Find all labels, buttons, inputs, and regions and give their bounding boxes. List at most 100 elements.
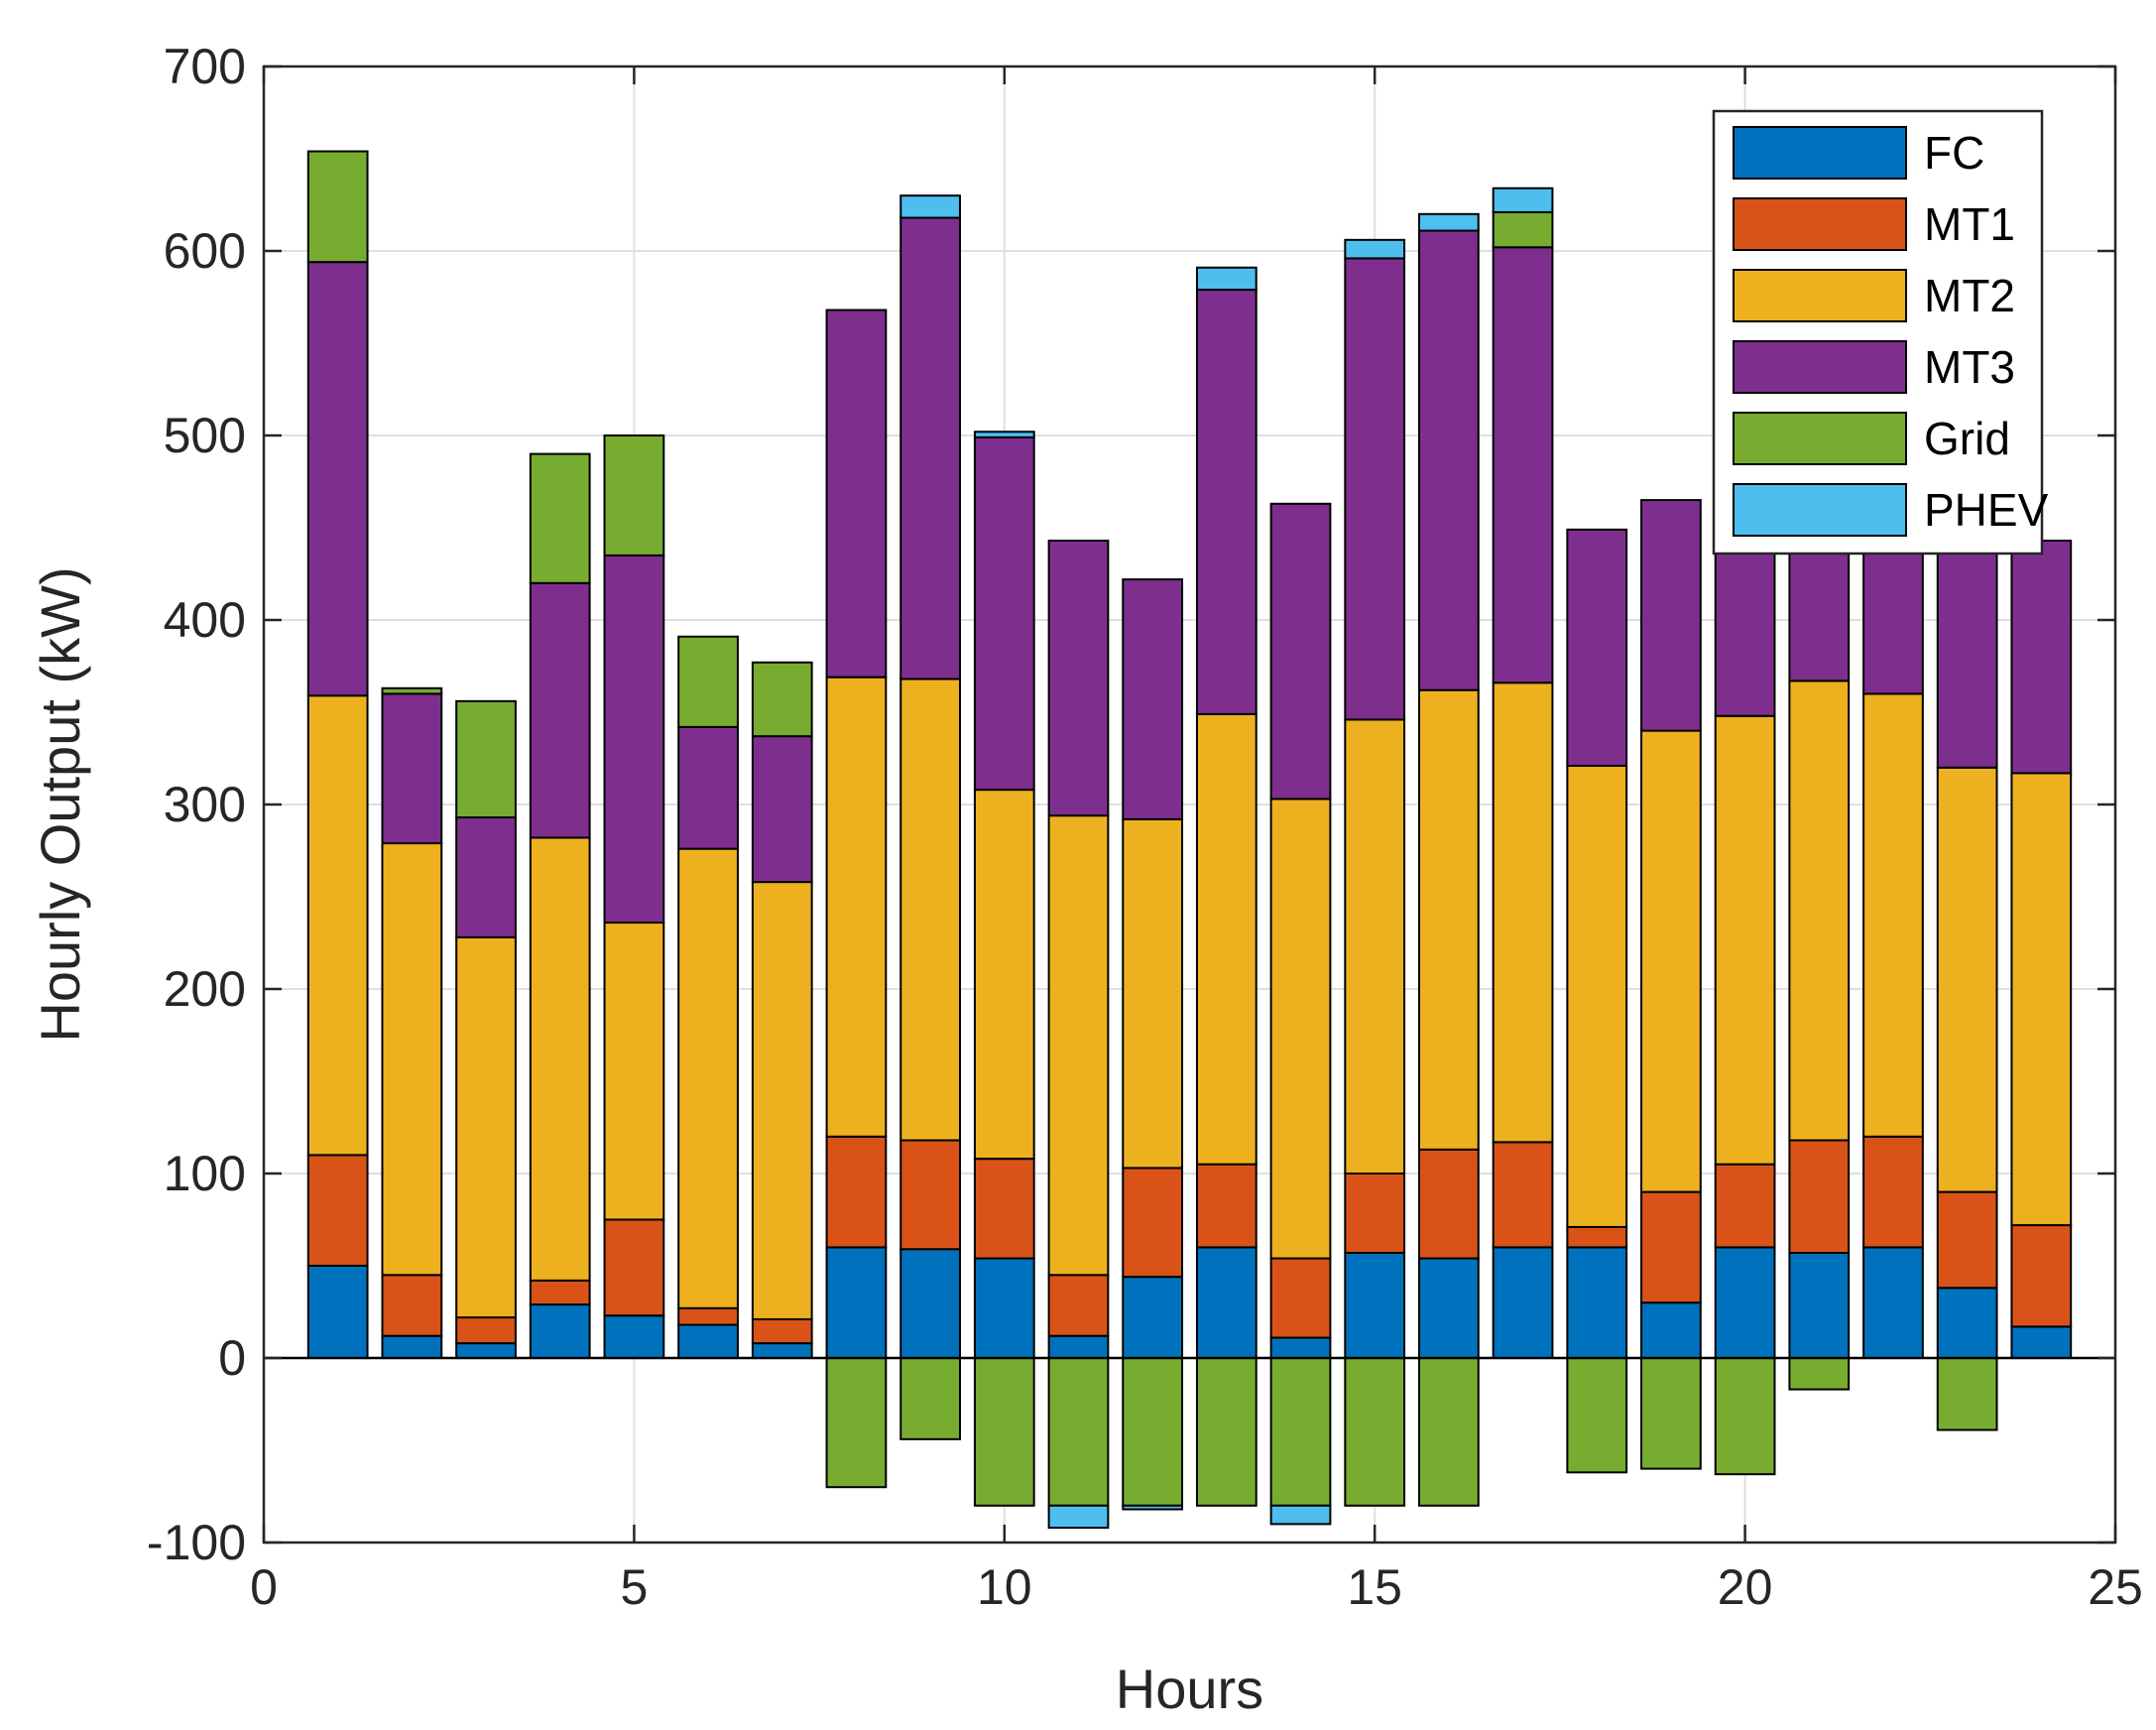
bar-segment-grid <box>455 699 517 819</box>
bar-segment-mt1 <box>973 1158 1035 1260</box>
bar-segment-fc <box>455 1342 517 1359</box>
bars <box>306 150 2073 1530</box>
bar-segment-phev <box>1047 1504 1110 1530</box>
bar-segment-grid <box>973 1357 1035 1507</box>
bar-segment-grid <box>1122 1357 1184 1507</box>
bar-segment-mt3 <box>1492 246 1554 684</box>
bar-segment-mt1 <box>1862 1135 1924 1249</box>
bar-segment-fc <box>1418 1257 1480 1360</box>
bar-segment-fc <box>381 1334 443 1360</box>
bar-segment-mt2 <box>677 847 739 1309</box>
bar-segment-fc <box>1344 1251 1406 1359</box>
bar-segment-mt3 <box>381 692 443 845</box>
bar-segment-mt2 <box>1788 680 1851 1142</box>
bar-segment-mt3 <box>1566 528 1628 767</box>
bar-segment-mt3 <box>1269 502 1332 801</box>
bar-segment-grid <box>1714 1357 1776 1476</box>
bar-segment-mt3 <box>1195 289 1258 715</box>
x-tick-label: 20 <box>1718 1559 1773 1615</box>
bar-segment-grid <box>677 635 739 728</box>
bar-segment-fc <box>1640 1301 1702 1359</box>
bar-segment-mt2 <box>1640 729 1702 1193</box>
bar-segment-fc <box>1788 1251 1851 1359</box>
bar-segment-mt3 <box>1122 578 1184 820</box>
bar-segment-fc <box>1047 1334 1110 1360</box>
bar-segment-mt2 <box>603 922 665 1221</box>
bar-segment-phev <box>1492 186 1554 213</box>
bar-segment-mt1 <box>1714 1163 1776 1249</box>
bar-segment-mt1 <box>1122 1167 1184 1279</box>
bar-segment-grid <box>751 661 813 738</box>
bar-segment-mt1 <box>1788 1139 1851 1254</box>
bar-segment-grid <box>529 452 591 584</box>
bar-segment-fc <box>1269 1336 1332 1360</box>
bar-segment-fc <box>1862 1246 1924 1360</box>
bar-segment-grid <box>825 1357 888 1489</box>
bar-segment-mt1 <box>529 1279 591 1306</box>
bar-segment-grid <box>1195 1357 1258 1507</box>
bar-segment-mt1 <box>1640 1190 1702 1304</box>
x-tick-label: 5 <box>620 1559 648 1615</box>
bar-segment-mt3 <box>603 554 665 925</box>
bar-segment-grid <box>1269 1357 1332 1507</box>
bar-segment-fc <box>2010 1325 2073 1360</box>
legend-label-mt3: MT3 <box>1924 341 2015 393</box>
bar-segment-phev <box>1269 1504 1332 1526</box>
bar-segment-mt3 <box>529 581 591 839</box>
bar-segment-mt1 <box>1492 1141 1554 1249</box>
bar-segment-mt2 <box>973 789 1035 1161</box>
bar-segment-mt1 <box>899 1139 961 1251</box>
y-tick-label: 0 <box>218 1330 246 1386</box>
bar-segment-grid <box>1566 1357 1628 1474</box>
bar-segment-fc <box>306 1265 369 1359</box>
bar-segment-fc <box>603 1314 665 1359</box>
legend-swatch-mt1 <box>1733 197 1907 251</box>
bar-segment-mt2 <box>2010 772 2073 1227</box>
legend-swatch-phev <box>1733 483 1907 537</box>
bar-segment-mt1 <box>1418 1148 1480 1260</box>
bar-segment-mt1 <box>455 1316 517 1345</box>
bar-segment-mt3 <box>1936 521 1998 769</box>
bar-segment-phev <box>1418 212 1480 232</box>
bar-segment-fc <box>1714 1246 1776 1360</box>
bar-segment-mt3 <box>1047 540 1110 817</box>
bar-segment-fc <box>973 1257 1035 1360</box>
bar-segment-mt2 <box>1418 688 1480 1151</box>
x-tick-label: 0 <box>250 1559 278 1615</box>
bar-segment-mt2 <box>381 842 443 1277</box>
bar-segment-fc <box>677 1323 739 1360</box>
legend-label-fc: FC <box>1924 127 1984 179</box>
bar-segment-mt2 <box>1122 817 1184 1170</box>
bar-segment-fc <box>751 1342 813 1359</box>
bar-segment-mt3 <box>677 725 739 850</box>
bar-segment-fc <box>1492 1246 1554 1360</box>
x-tick-label: 10 <box>977 1559 1032 1615</box>
y-tick-label: 600 <box>164 223 246 279</box>
bar-segment-grid <box>603 434 665 556</box>
bar-segment-mt3 <box>1418 229 1480 691</box>
y-tick-label: 700 <box>164 39 246 94</box>
bar-segment-mt3 <box>306 261 369 697</box>
bar-segment-mt2 <box>1936 766 1998 1193</box>
bar-segment-mt2 <box>1344 718 1406 1174</box>
bar-segment-fc <box>1122 1276 1184 1360</box>
bar-segment-mt1 <box>1269 1257 1332 1339</box>
legend-label-phev: PHEV <box>1924 484 2049 536</box>
bar-segment-mt2 <box>306 694 369 1157</box>
bar-segment-fc <box>1936 1287 1998 1359</box>
bar-segment-phev <box>973 431 1035 438</box>
bar-segment-fc <box>529 1303 591 1360</box>
bar-segment-mt1 <box>603 1218 665 1317</box>
bar-segment-mt3 <box>825 309 888 679</box>
bar-segment-mt1 <box>1344 1173 1406 1254</box>
bar-segment-mt2 <box>1566 764 1628 1228</box>
legend-box <box>1712 109 2044 556</box>
ticks <box>262 64 2117 1545</box>
legend-swatch-mt3 <box>1733 340 1907 394</box>
y-tick-label: 200 <box>164 961 246 1017</box>
bar-segment-grid <box>899 1357 961 1440</box>
bar-segment-mt2 <box>1047 814 1110 1277</box>
bar-segment-mt3 <box>1344 257 1406 721</box>
bar-segment-mt1 <box>677 1306 739 1326</box>
legend-label-mt1: MT1 <box>1924 198 2015 250</box>
